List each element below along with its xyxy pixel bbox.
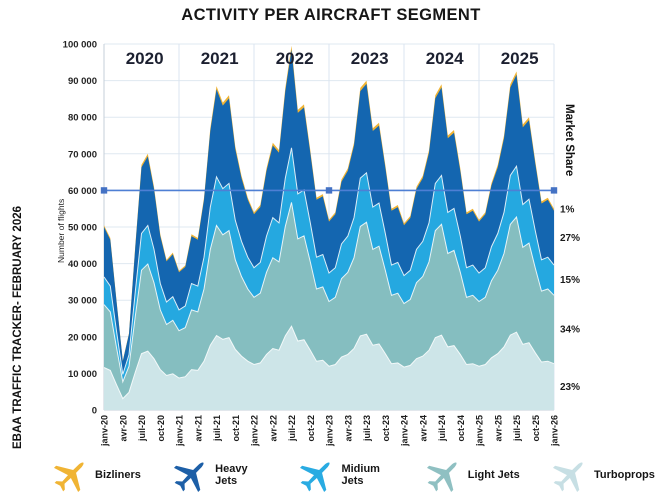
- x-tick-label: janv-23: [325, 415, 335, 447]
- y-tick-label: 50 000: [68, 223, 97, 234]
- y-tick-label: 80 000: [68, 113, 97, 124]
- legend: Bizliners Heavy Jets Midium Jets Light Jets…: [52, 451, 655, 499]
- band-boundary: [103, 202, 555, 384]
- page-title: ACTIVITY PER AIRCRAFT SEGMENT: [181, 6, 481, 24]
- x-tick-label: juil-22: [287, 415, 297, 442]
- y-axis-title: Number of flights: [56, 199, 66, 263]
- legend-label-midium-jets: Midium Jets: [341, 462, 380, 487]
- y-tick-label: 60 000: [68, 186, 97, 197]
- midium-jets-plane-icon: [298, 456, 336, 494]
- legend-item-turboprops: Turboprops: [551, 456, 655, 494]
- x-tick-label: janv-20: [100, 415, 110, 447]
- right-axis-title: Market Share: [563, 104, 575, 176]
- x-tick-label: oct-23: [381, 415, 391, 442]
- x-tick-label: janv-24: [400, 415, 410, 447]
- x-tick-label: janv-26: [550, 415, 560, 447]
- market-share-value-bizliners: 1%: [560, 205, 575, 216]
- area-turboprops: [104, 326, 554, 410]
- market-share-value-light-jets: 34%: [560, 324, 580, 335]
- x-tick-label: oct-22: [306, 415, 316, 442]
- x-tick-label: janv-22: [250, 415, 260, 447]
- year-label: 2020: [126, 49, 164, 68]
- legend-label-bizliners: Bizliners: [95, 468, 141, 481]
- x-tick-label: avr-23: [343, 415, 353, 442]
- plane-glyph: [425, 456, 463, 494]
- reference-line-marker: [550, 187, 558, 194]
- stacked-areas: [103, 45, 555, 411]
- light-jets-plane-icon: [425, 456, 463, 494]
- y-tick-label: 100 000: [63, 40, 97, 51]
- year-label: 2021: [201, 49, 239, 68]
- heavy-jets-plane-icon: [172, 456, 210, 494]
- market-share-value-midium-jets: 15%: [560, 275, 580, 286]
- y-tick-label: 30 000: [68, 296, 97, 307]
- legend-item-heavy-jets: Heavy Jets: [172, 456, 267, 494]
- reference-line-marker: [100, 187, 108, 194]
- turboprops-plane-icon: [551, 456, 589, 494]
- x-tick-label: juil-24: [437, 415, 447, 442]
- source-label: EBAA TRAFFIC TRACKER- FEBRUARY 2026: [12, 206, 24, 449]
- y-tick-label: 20 000: [68, 332, 97, 343]
- plane-glyph: [172, 456, 210, 494]
- bizliners-plane-icon: [52, 456, 90, 494]
- year-label: 2025: [501, 49, 539, 68]
- year-label: 2022: [276, 49, 314, 68]
- year-label: 2024: [426, 49, 464, 68]
- market-share-value-turboprops: 23%: [560, 382, 580, 393]
- x-tick-label: juil-23: [362, 415, 372, 442]
- y-tick-label: 70 000: [68, 149, 97, 160]
- legend-item-light-jets: Light Jets: [425, 456, 520, 494]
- x-tick-label: oct-24: [456, 415, 466, 442]
- x-tick-label: oct-20: [156, 415, 166, 442]
- plane-glyph: [298, 456, 336, 494]
- market-share-value-heavy-jets: 27%: [560, 233, 580, 244]
- y-tick-label: 10 000: [68, 369, 97, 380]
- legend-label-heavy-jets: Heavy Jets: [215, 462, 248, 487]
- x-tick-label: juil-25: [512, 415, 522, 442]
- legend-label-light-jets: Light Jets: [467, 468, 520, 481]
- plane-glyph: [551, 456, 589, 494]
- x-tick-label: juil-21: [212, 415, 222, 442]
- year-labels: 2020 2021 2022 2023 2024 2025: [126, 49, 539, 68]
- band-boundary: [103, 325, 555, 400]
- x-tick-label: avr-24: [418, 415, 428, 442]
- x-tick-label: juil-20: [137, 415, 147, 442]
- stacked-area-chart: 100 000 90 000 80 000 70 000 60 000 50 000 40 …: [12, 40, 580, 450]
- axis-tick-labels: 100 000 90 000 80 000 70 000 60 000 50 000 40 …: [63, 40, 560, 448]
- x-tick-label: janv-21: [175, 415, 185, 447]
- legend-item-bizliners: Bizliners: [52, 456, 141, 494]
- band-boundary: [103, 147, 555, 375]
- y-tick-label: 90 000: [68, 76, 97, 87]
- x-tick-label: oct-21: [231, 415, 241, 442]
- x-tick-label: avr-20: [118, 415, 128, 442]
- x-tick-label: avr-21: [193, 415, 203, 442]
- market-share-values: 23% 34% 15% 27% 1%: [560, 205, 580, 393]
- y-tick-label: 40 000: [68, 259, 97, 270]
- legend-label-turboprops: Turboprops: [594, 468, 655, 481]
- y-tick-label: 0: [92, 406, 97, 417]
- x-tick-label: janv-25: [475, 415, 485, 447]
- x-tick-label: oct-25: [531, 415, 541, 442]
- legend-item-midium-jets: Midium Jets: [298, 456, 393, 494]
- plane-glyph: [52, 456, 90, 494]
- reference-line-marker: [325, 187, 333, 194]
- x-tick-label: avr-22: [268, 415, 278, 442]
- x-tick-label: avr-25: [493, 415, 503, 442]
- year-label: 2023: [351, 49, 389, 68]
- reference-line-60000: [100, 187, 558, 194]
